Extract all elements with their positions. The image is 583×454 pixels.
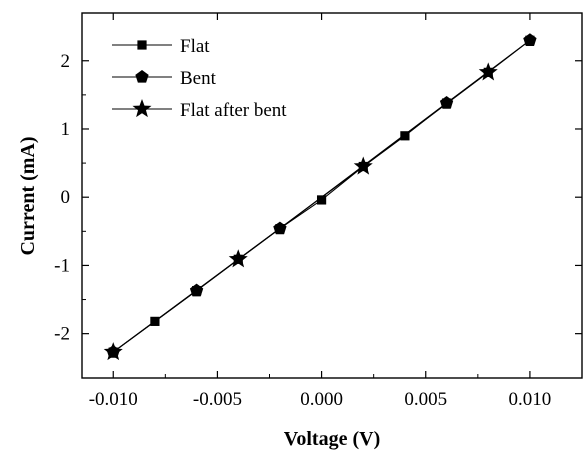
y-tick-label: 1 [61, 119, 71, 140]
x-tick-label: -0.005 [193, 389, 242, 410]
y-axis-title: Current (mA) [17, 136, 39, 255]
data-point-star [228, 249, 248, 268]
data-point-star [353, 156, 373, 175]
y-tick-label: -1 [54, 255, 70, 276]
legend-marker-pentagon [135, 70, 149, 83]
data-point-square [150, 316, 160, 326]
legend-marker-star [132, 99, 152, 118]
legend: Flat Bent Flat after bent [112, 36, 287, 121]
x-tick-label: 0.000 [300, 389, 343, 410]
data-point-pentagon [439, 96, 454, 109]
y-tick-label: 0 [61, 187, 71, 208]
data-point-square [400, 131, 410, 141]
x-axis-title: Voltage (V) [284, 428, 380, 450]
data-point-star [103, 342, 123, 361]
data-point-pentagon [189, 283, 204, 297]
data-point-pentagon [273, 221, 287, 235]
legend-marker-square [137, 40, 147, 50]
data-point-pentagon [523, 33, 537, 46]
x-tick-label: 0.010 [509, 389, 552, 410]
axis-ticks [82, 13, 582, 378]
y-tick-label: -2 [54, 324, 70, 345]
series-line [112, 71, 489, 353]
data-point-square [316, 195, 327, 205]
legend-label: Flat after bent [180, 100, 287, 121]
y-tick-label: 2 [61, 51, 71, 72]
x-tick-label: -0.010 [89, 389, 138, 410]
data-point-star [478, 62, 498, 81]
tick-labels: -0.010 -0.005 0.000 0.005 0.010 -2 -1 0 1 2 [54, 51, 551, 410]
series-layer [103, 33, 537, 361]
x-tick-label: 0.005 [404, 389, 447, 410]
legend-label: Flat [180, 36, 210, 57]
plot-frame [81, 12, 583, 379]
legend-label: Bent [180, 68, 217, 89]
